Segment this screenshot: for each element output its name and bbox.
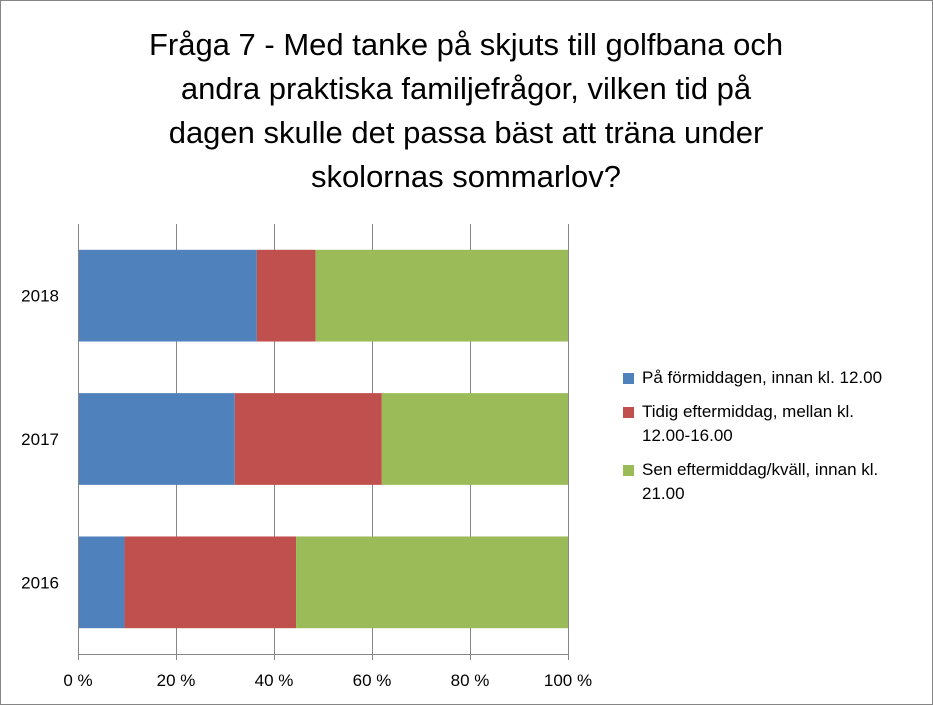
legend-label-1-line-1: På förmiddagen, innan kl. 12.00 bbox=[642, 368, 883, 387]
bar-2017-series-3 bbox=[381, 393, 568, 485]
bar-2018-series-1 bbox=[78, 249, 257, 342]
chart-title: Fråga 7 - Med tanke på skjuts till golfb… bbox=[61, 23, 871, 199]
chart-title-line-2: andra praktiska familjefrågor, vilken ti… bbox=[180, 71, 752, 106]
legend-swatch-3 bbox=[623, 465, 634, 476]
legend-label-3-line-2: 21.00 bbox=[642, 484, 685, 503]
legend-item-3: Sen eftermiddag/kväll, innan kl. 21.00 bbox=[623, 458, 923, 506]
x-tick-label-0: 0 % bbox=[63, 671, 92, 690]
bar-2016-series-1 bbox=[78, 536, 125, 629]
legend-item-2: Tidig eftermiddag, mellan kl. 12.00-16.00 bbox=[623, 400, 923, 448]
chart-legend: På förmiddagen, innan kl. 12.00 Tidig eft… bbox=[623, 366, 923, 516]
legend-item-1: På förmiddagen, innan kl. 12.00 bbox=[623, 366, 923, 390]
chart-title-line-1: Fråga 7 - Med tanke på skjuts till golfb… bbox=[148, 27, 784, 62]
x-tick-label-60: 60 % bbox=[353, 671, 392, 690]
bar-2017-series-1 bbox=[78, 393, 235, 485]
x-tick-label-20: 20 % bbox=[157, 671, 196, 690]
legend-swatch-1 bbox=[623, 373, 634, 384]
legend-label-2-line-2: 12.00-16.00 bbox=[642, 426, 733, 445]
legend-label-2-line-1: Tidig eftermiddag, mellan kl. bbox=[642, 402, 854, 421]
y-tick-label-2016: 2016 bbox=[21, 573, 59, 592]
legend-label-3-line-1: Sen eftermiddag/kväll, innan kl. bbox=[642, 460, 879, 479]
x-tick-label-40: 40 % bbox=[255, 671, 294, 690]
chart-title-line-4: skolornas sommarlov? bbox=[310, 159, 622, 194]
bar-2018-series-2 bbox=[256, 249, 316, 342]
x-tick-label-100: 100 % bbox=[544, 671, 592, 690]
chart-title-line-3: dagen skulle det passa bäst att träna un… bbox=[168, 115, 764, 150]
bar-2016-series-2 bbox=[124, 536, 297, 629]
legend-swatch-2 bbox=[623, 407, 634, 418]
y-tick-label-2017: 2017 bbox=[21, 430, 59, 449]
x-tick-label-80: 80 % bbox=[451, 671, 490, 690]
bar-2018-series-3 bbox=[315, 249, 568, 342]
y-tick-label-2018: 2018 bbox=[21, 287, 59, 306]
bar-2016-series-3 bbox=[296, 536, 568, 629]
bar-2017-series-2 bbox=[234, 393, 382, 485]
